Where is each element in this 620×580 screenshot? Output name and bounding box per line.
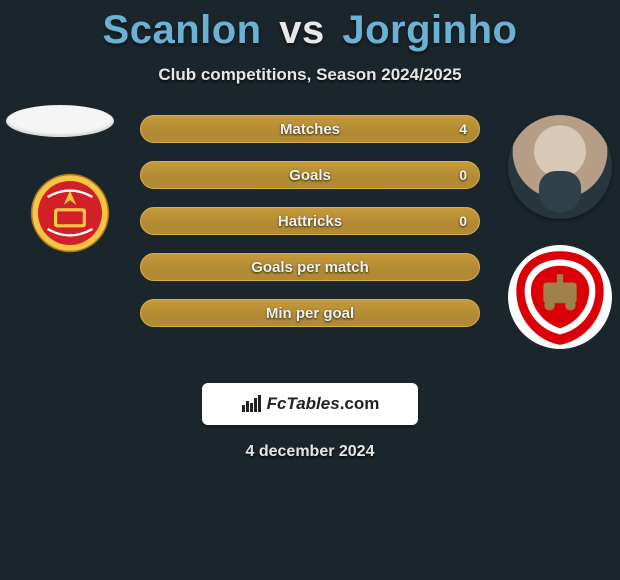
source-suffix: .com	[340, 394, 380, 413]
source-text: FcTables.com	[267, 394, 380, 414]
stat-bar-label: Hattricks	[278, 213, 342, 230]
stat-bar-value-right: 0	[459, 208, 467, 234]
stat-bar: Goals 0	[140, 161, 480, 189]
stat-bar: Goals per match	[140, 253, 480, 281]
subtitle: Club competitions, Season 2024/2025	[0, 65, 620, 85]
stat-bar-row: Matches 4	[140, 115, 480, 143]
vs-text: vs	[279, 8, 325, 52]
stat-bar: Min per goal	[140, 299, 480, 327]
manutd-badge-icon	[30, 173, 110, 253]
stat-bars: Matches 4 Goals 0 Hattricks 0 Goals per match M…	[140, 115, 480, 345]
stat-bar-label: Min per goal	[266, 305, 354, 322]
stat-bar: Matches 4	[140, 115, 480, 143]
player1-avatar-placeholder	[6, 105, 114, 137]
stat-bar-row: Goals 0	[140, 161, 480, 189]
stat-bar-label: Goals	[289, 167, 331, 184]
source-badge: FcTables.com	[202, 383, 418, 425]
stat-bar-label: Goals per match	[251, 259, 369, 276]
player2-club-badge	[508, 245, 612, 349]
barchart-icon	[241, 395, 263, 413]
stat-bar-value-right: 0	[459, 162, 467, 188]
stat-bar-row: Goals per match	[140, 253, 480, 281]
stat-bar-value-right: 4	[459, 116, 467, 142]
stat-bar: Hattricks 0	[140, 207, 480, 235]
stat-bar-row: Min per goal	[140, 299, 480, 327]
comparison-title: Scanlon vs Jorginho	[0, 0, 620, 53]
player2-name: Jorginho	[342, 8, 517, 52]
player1-name: Scanlon	[103, 8, 262, 52]
stat-bar-row: Hattricks 0	[140, 207, 480, 235]
comparison-content: Matches 4 Goals 0 Hattricks 0 Goals per match M…	[0, 115, 620, 365]
player1-club-badge	[30, 173, 110, 253]
arsenal-badge-icon	[508, 245, 612, 349]
source-brand: FcTables	[267, 394, 340, 413]
stat-bar-label: Matches	[280, 121, 340, 138]
date-text: 4 december 2024	[0, 443, 620, 461]
player2-avatar	[508, 115, 612, 219]
